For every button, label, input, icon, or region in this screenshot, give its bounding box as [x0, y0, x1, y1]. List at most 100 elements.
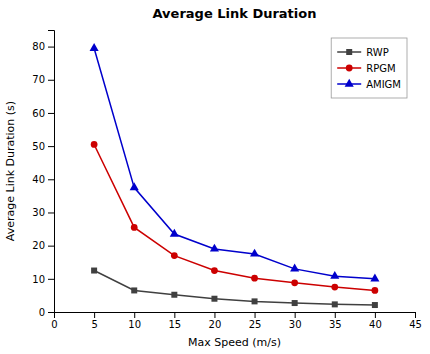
x-tick-mark: [295, 312, 296, 318]
y-tick-label: 40: [32, 174, 45, 185]
y-tick-label: 60: [32, 108, 45, 119]
legend-label: AMIGM: [366, 79, 401, 90]
y-tick-label: 80: [32, 41, 45, 52]
series-point: [131, 287, 137, 293]
y-tick-label: 10: [32, 274, 45, 285]
x-tick: 45: [409, 312, 422, 330]
series-point: [91, 268, 97, 274]
x-tick: 0: [51, 312, 57, 330]
series-point: [251, 275, 258, 282]
y-axis-title: Average Link Duration (s): [4, 101, 17, 241]
series-point: [211, 296, 217, 302]
x-tick-mark: [335, 312, 336, 318]
series-group: [91, 141, 379, 294]
series-point: [330, 271, 339, 279]
y-tick: 10: [32, 274, 54, 285]
series-point: [171, 252, 178, 259]
y-tick-mark: [48, 80, 54, 81]
series-point: [252, 298, 258, 304]
x-tick-label: 0: [51, 319, 57, 330]
x-tick: 40: [369, 312, 382, 330]
x-axis-title: Max Speed (m/s): [188, 336, 281, 349]
legend-label: RPGM: [366, 63, 395, 74]
x-tick-mark: [415, 312, 416, 318]
x-tick: 5: [91, 312, 97, 330]
x-tick-label: 5: [91, 319, 97, 330]
x-tick-mark: [94, 312, 95, 318]
series-point: [91, 141, 98, 148]
x-tick: 30: [289, 312, 302, 330]
chart-svg: 0 5 10 15 20 25 30 35 40 45 0 10 20 30 40 50 60 70 80 RWP RP…: [0, 0, 430, 354]
y-axis: 0 10 20 30 40 50 60 70 80: [32, 31, 54, 318]
y-tick-mark: [48, 47, 54, 48]
series-point: [90, 43, 99, 51]
y-tick: 70: [32, 74, 54, 85]
legend-swatch-marker: [346, 65, 353, 72]
series-point: [372, 287, 379, 294]
y-tick-mark: [48, 146, 54, 147]
legend-item: RWP: [337, 47, 388, 58]
y-tick-mark: [48, 212, 54, 213]
legend-label: RWP: [366, 47, 388, 58]
x-axis: 0 5 10 15 20 25 30 35 40 45: [51, 312, 422, 330]
series-point: [130, 182, 139, 190]
y-tick-mark: [48, 246, 54, 247]
legend: RWP RPGM AMIGM: [331, 38, 407, 98]
y-tick-mark: [48, 179, 54, 180]
y-tick: 30: [32, 207, 54, 218]
series-point: [171, 292, 177, 298]
y-tick: 60: [32, 108, 54, 119]
legend-box: [331, 38, 407, 98]
x-tick-mark: [214, 312, 215, 318]
x-tick-label: 40: [369, 319, 382, 330]
chart-title: Average Link Duration: [153, 6, 317, 21]
y-tick: 20: [32, 240, 54, 251]
series-point: [291, 279, 298, 286]
series-point: [290, 264, 299, 272]
legend-swatch-marker: [345, 79, 354, 87]
y-tick: 80: [32, 41, 54, 52]
x-tick-label: 30: [289, 319, 302, 330]
x-tick-mark: [134, 312, 135, 318]
y-tick-mark: [48, 113, 54, 114]
legend-swatch-marker: [346, 49, 352, 55]
x-tick-mark: [174, 312, 175, 318]
x-tick: 35: [329, 312, 342, 330]
x-tick: 10: [128, 312, 141, 330]
series-point: [372, 302, 378, 308]
y-tick-label: 70: [32, 74, 45, 85]
series-point: [332, 301, 338, 307]
legend-item: AMIGM: [337, 79, 401, 90]
y-tick-label: 20: [32, 240, 45, 251]
series-point: [131, 224, 138, 231]
x-tick: 25: [249, 312, 262, 330]
y-tick: 0: [39, 307, 54, 318]
series-point: [211, 267, 218, 274]
x-tick-label: 45: [409, 319, 422, 330]
y-tick-mark: [48, 279, 54, 280]
y-tick-label: 0: [39, 307, 45, 318]
x-tick-label: 20: [209, 319, 222, 330]
y-tick-label: 30: [32, 207, 45, 218]
chart-container: 0 5 10 15 20 25 30 35 40 45 0 10 20 30 40 50 60 70 80 RWP RP…: [0, 0, 430, 354]
y-tick-label: 50: [32, 141, 45, 152]
series-line: [94, 144, 375, 290]
y-tick: 50: [32, 141, 54, 152]
y-tick: 40: [32, 174, 54, 185]
x-axis-line: [55, 313, 416, 319]
series-point: [170, 229, 179, 237]
x-tick-label: 15: [168, 319, 181, 330]
y-axis-line: [48, 31, 55, 313]
x-tick-mark: [375, 312, 376, 318]
series-point: [250, 249, 259, 257]
x-tick: 15: [168, 312, 181, 330]
x-tick-label: 10: [128, 319, 141, 330]
y-tick-mark: [48, 312, 54, 313]
series-point: [370, 274, 379, 282]
series-line: [94, 271, 375, 306]
legend-item: RPGM: [337, 63, 395, 74]
x-tick: 20: [209, 312, 222, 330]
x-tick-label: 25: [249, 319, 262, 330]
series-point: [292, 300, 298, 306]
series-point: [331, 284, 338, 291]
